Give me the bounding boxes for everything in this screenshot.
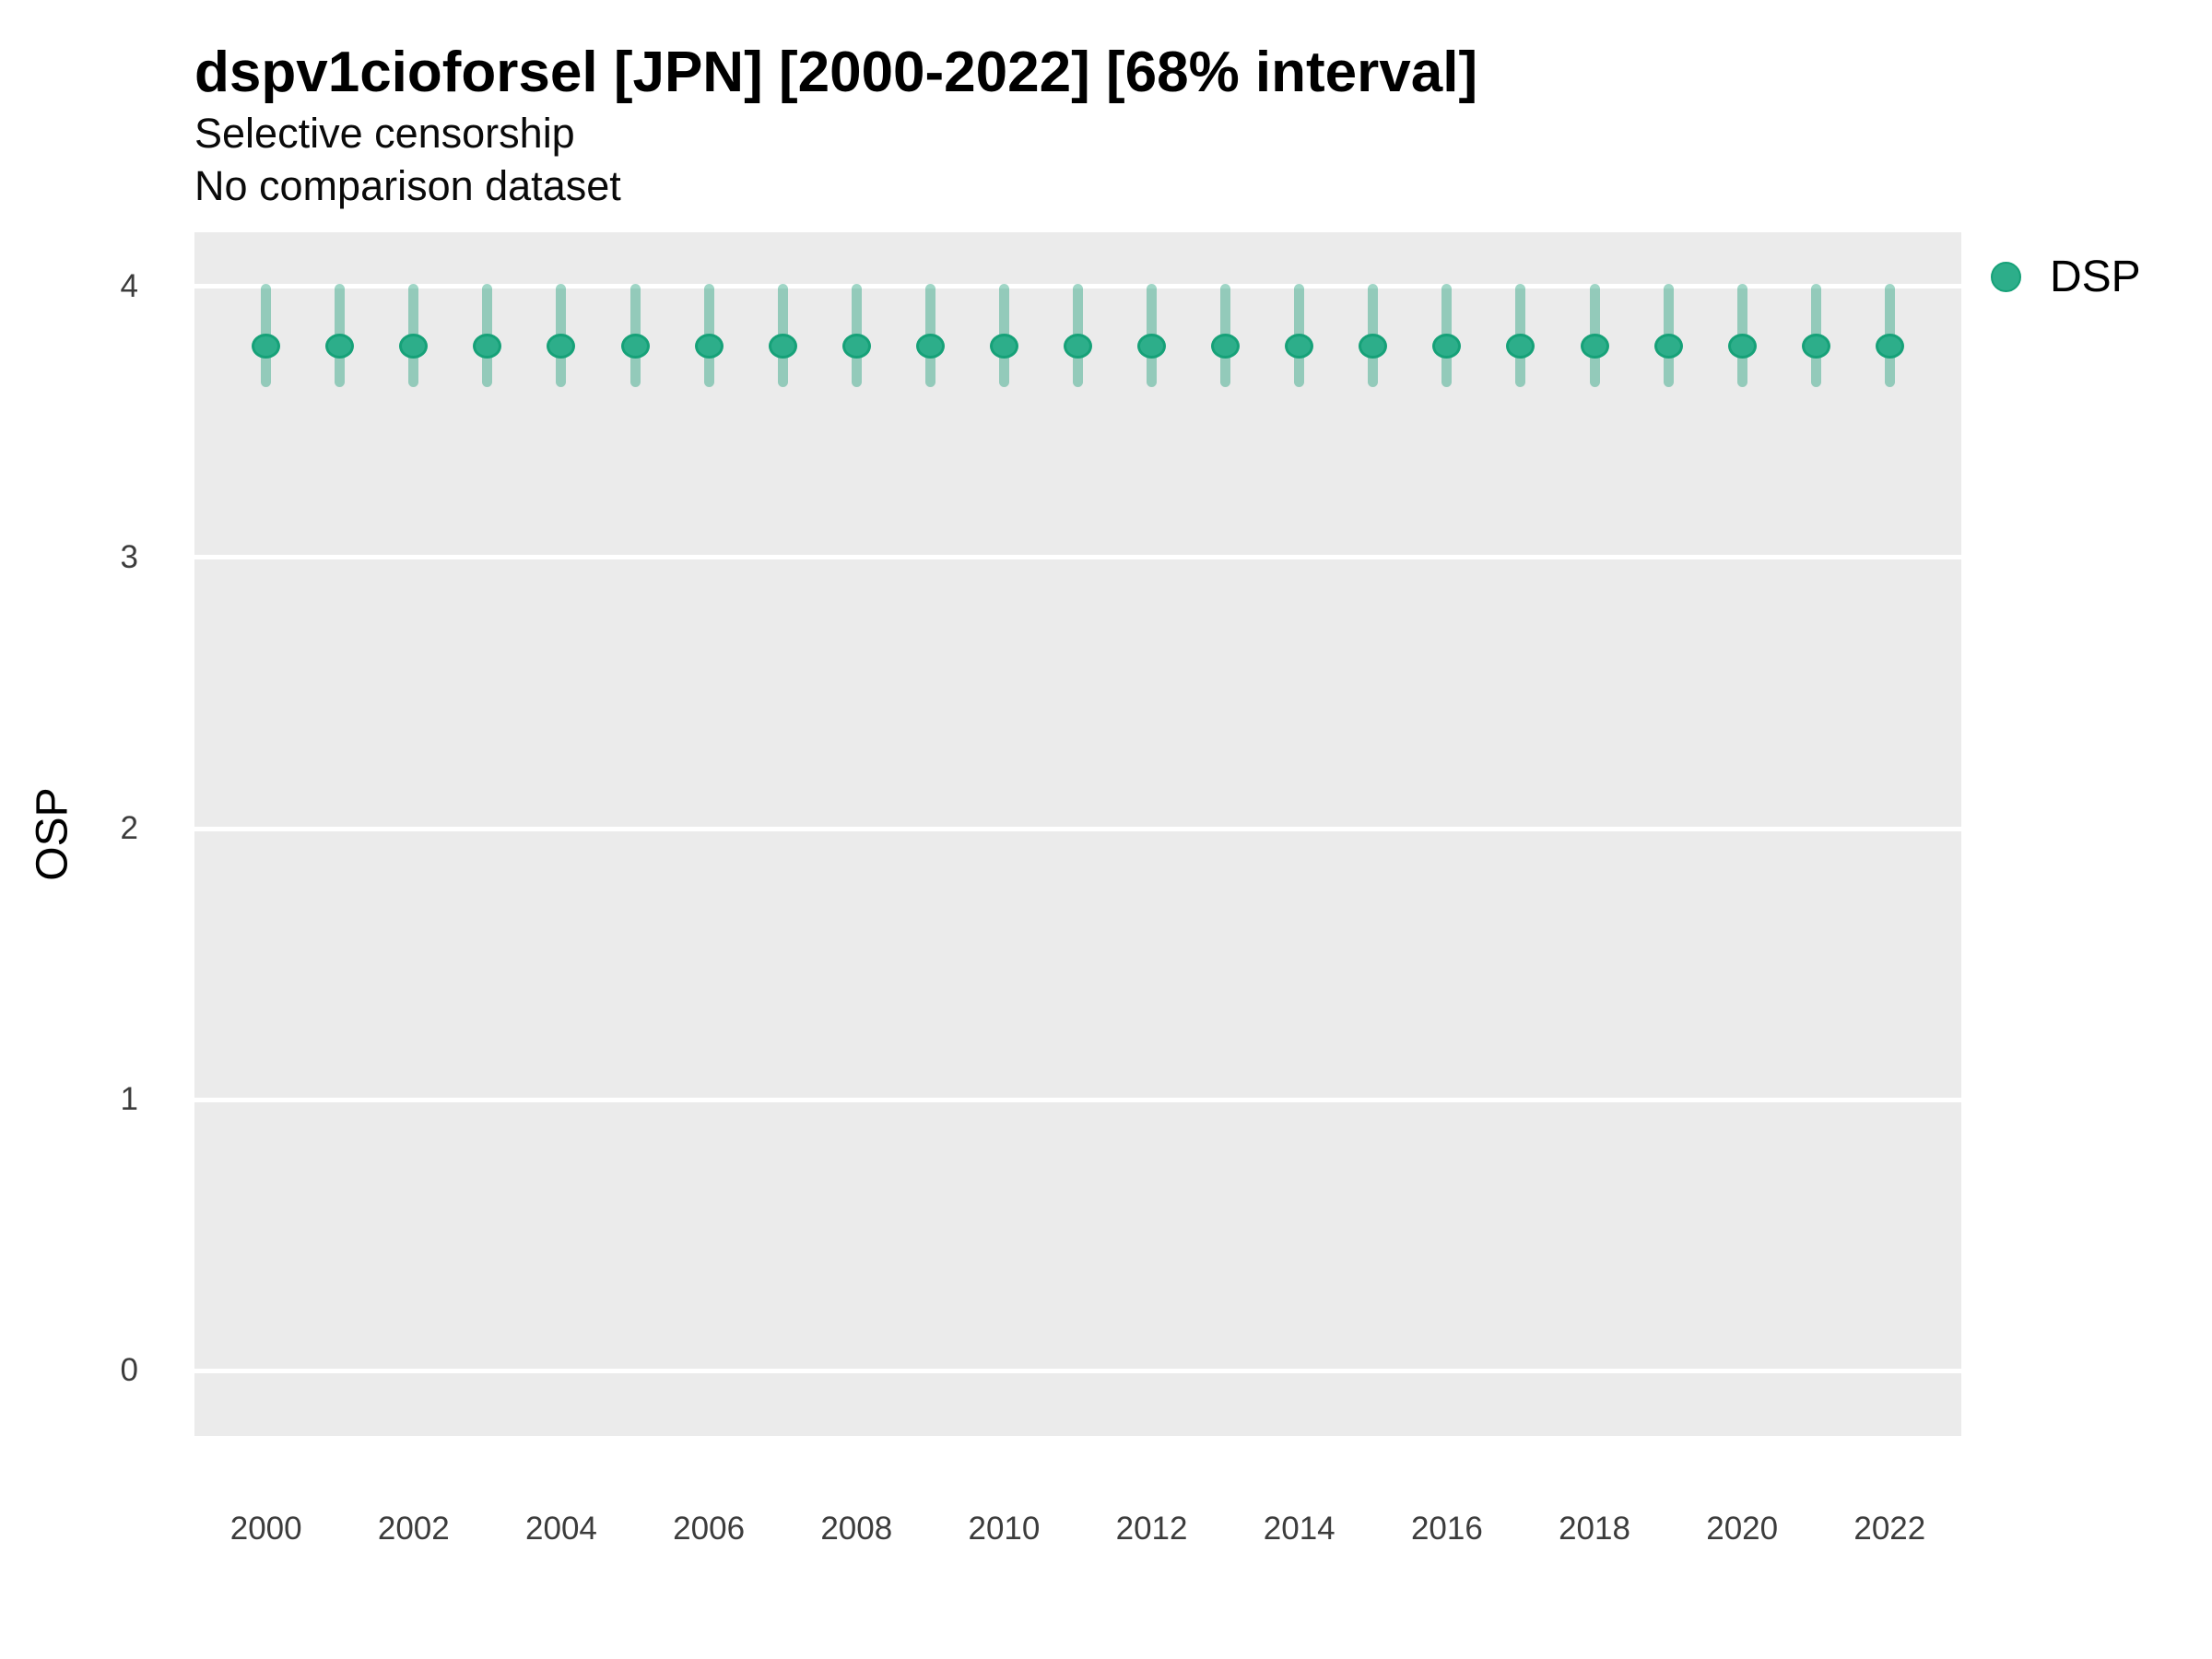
data-point	[1285, 334, 1314, 359]
data-point	[1432, 334, 1462, 359]
gridline-y-2	[194, 826, 1961, 831]
legend-point-icon	[1991, 261, 2021, 292]
x-tick-label: 2010	[968, 1511, 1041, 1547]
y-tick-label: 0	[120, 1352, 138, 1389]
y-tick-label: 2	[120, 810, 138, 847]
y-tick-label: 3	[120, 538, 138, 575]
chart-subtitle-line2: No comparison dataset	[194, 162, 621, 209]
chart-subtitle-line1: Selective censorship	[194, 110, 575, 157]
legend: DSP	[1991, 247, 2141, 306]
data-point	[841, 334, 871, 359]
data-point	[547, 334, 576, 359]
data-point	[252, 334, 281, 359]
gridline-y-3	[194, 555, 1961, 560]
data-point	[1801, 334, 1830, 359]
x-tick-label: 2020	[1706, 1511, 1779, 1547]
data-point	[399, 334, 429, 359]
data-point	[325, 334, 355, 359]
data-point	[620, 334, 650, 359]
x-tick-label: 2012	[1115, 1511, 1188, 1547]
data-point	[1580, 334, 1609, 359]
y-tick-label: 1	[120, 1081, 138, 1118]
x-tick-label: 2018	[1559, 1511, 1630, 1547]
gridline-y-4	[194, 284, 1961, 289]
data-point	[989, 334, 1018, 359]
x-tick-label: 2008	[820, 1511, 893, 1547]
data-point	[1506, 334, 1535, 359]
x-tick-label: 2016	[1410, 1511, 1483, 1547]
chart-title: dspv1cioforsel [JPN] [2000-2022] [68% in…	[194, 41, 1478, 104]
data-point	[473, 334, 502, 359]
data-point	[1211, 334, 1241, 359]
gridline-y-0	[194, 1368, 1961, 1373]
data-point	[1653, 334, 1683, 359]
data-point	[1064, 334, 1092, 359]
data-point	[768, 334, 797, 359]
x-tick-label: 2002	[377, 1511, 450, 1547]
data-point	[1875, 334, 1904, 359]
data-point	[1359, 334, 1388, 359]
legend-label: DSP	[2050, 252, 2141, 301]
data-point	[915, 334, 945, 359]
x-tick-label: 2006	[673, 1511, 746, 1547]
x-tick-label: 2014	[1263, 1511, 1335, 1547]
y-tick-label: 4	[120, 267, 138, 304]
data-point	[694, 334, 724, 359]
data-point	[1727, 334, 1757, 359]
x-tick-label: 2004	[525, 1511, 597, 1547]
x-tick-label: 2000	[229, 1511, 302, 1547]
gridline-y-1	[194, 1097, 1961, 1102]
data-point	[1137, 334, 1167, 359]
plot-panel	[194, 232, 1961, 1436]
x-tick-label: 2022	[1853, 1511, 1926, 1547]
